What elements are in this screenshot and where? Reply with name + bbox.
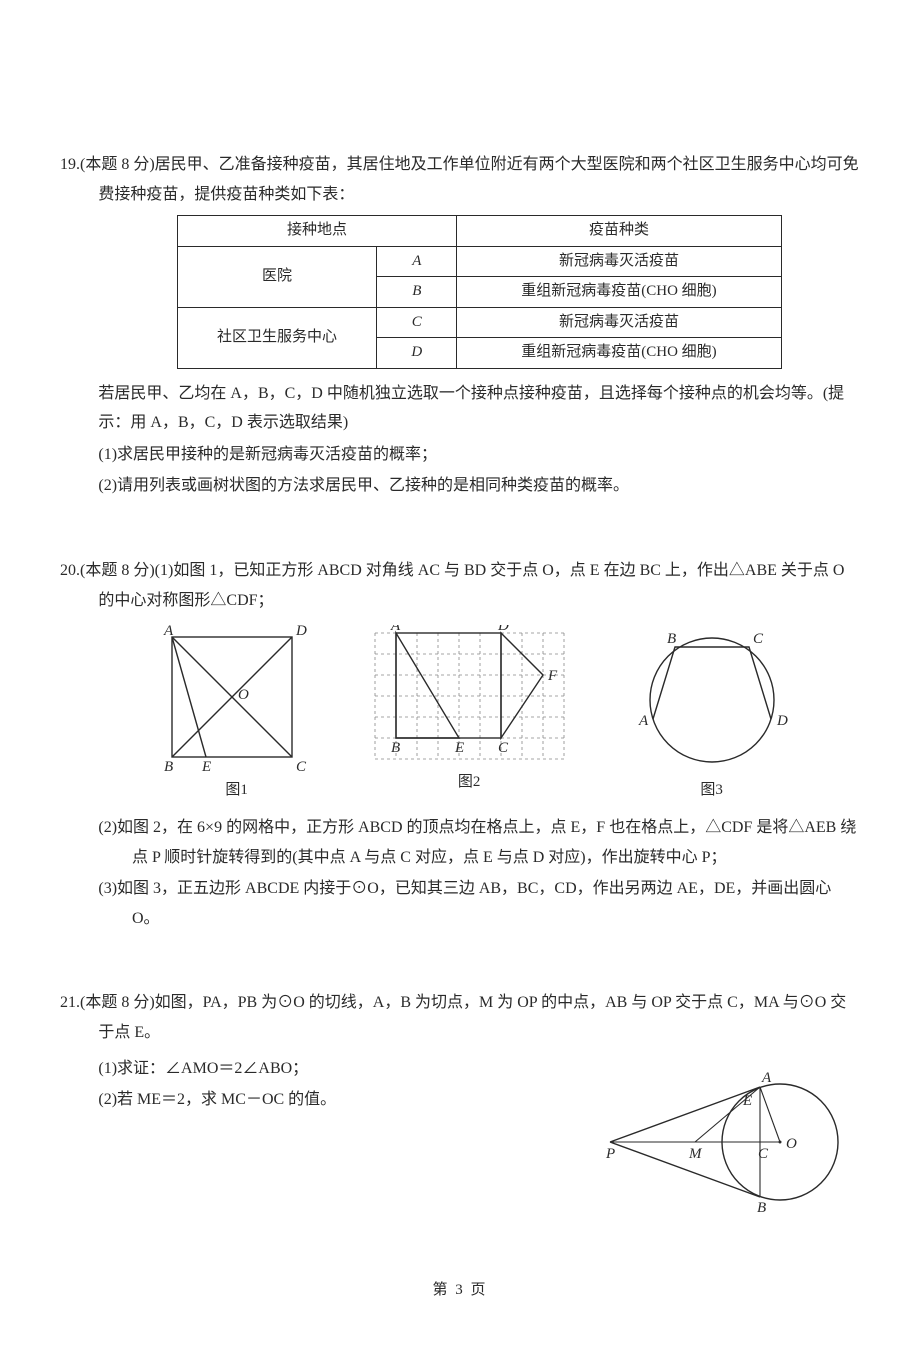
- q21-figure: P A B O M C E: [605, 1052, 860, 1222]
- question-19: 19.(本题 8 分)居民甲、乙准备接种疫苗，其居住地及工作单位附近有两个大型医…: [60, 150, 860, 501]
- figure-3-label: 图3: [627, 777, 797, 805]
- question-20: 20.(本题 8 分)(1)如图 1，已知正方形 ABCD 对角线 AC 与 B…: [60, 556, 860, 933]
- figure-2: A B C D E F 图2: [367, 625, 572, 805]
- svg-text:O: O: [238, 687, 249, 703]
- q21-textcol: (1)求证：∠AMO＝2∠ABO； (2)若 ME＝2，求 MC－OC 的值。: [98, 1052, 585, 1222]
- svg-text:B: B: [667, 631, 676, 647]
- vaccine-table: 接种地点 疫苗种类 医院 A 新冠病毒灭活疫苗 B 重组新冠病毒疫苗(CHO 细…: [177, 215, 782, 369]
- svg-text:C: C: [296, 759, 307, 775]
- cell-loc-2: 社区卫生服务中心: [177, 307, 377, 368]
- svg-text:P: P: [605, 1146, 615, 1162]
- cell-code-C: C: [377, 307, 457, 338]
- svg-text:F: F: [547, 668, 558, 684]
- q20-body: A B C D E O 图1 A B C: [60, 625, 860, 933]
- q19-points: (本题 8 分): [80, 156, 155, 173]
- cell-type-D: 重组新冠病毒疫苗(CHO 细胞): [457, 338, 781, 369]
- figure-2-svg: A B C D E F: [367, 625, 572, 767]
- q20-sub2: (2)如图 2，在 6×9 的网格中，正方形 ABCD 的顶点均在格点上，点 E…: [98, 813, 860, 872]
- svg-text:A: A: [761, 1070, 772, 1086]
- q20-number: 20.: [60, 562, 80, 579]
- figure-1-svg: A B C D E O: [162, 625, 312, 775]
- figure-3-svg: A B C D: [627, 625, 797, 775]
- page-footer: 第 3 页: [60, 1277, 860, 1305]
- figure-3: A B C D 图3: [627, 625, 797, 805]
- th-type: 疫苗种类: [457, 216, 781, 247]
- q20-sub3: (3)如图 3，正五边形 ABCDE 内接于⊙O，已知其三边 AB，BC，CD，…: [98, 874, 860, 933]
- question-21: 21.(本题 8 分)如图，PA，PB 为⊙O 的切线，A，B 为切点，M 为 …: [60, 988, 860, 1221]
- q21-sub1: (1)求证：∠AMO＝2∠ABO；: [98, 1054, 585, 1084]
- svg-text:A: A: [638, 713, 649, 729]
- svg-text:M: M: [688, 1146, 703, 1162]
- svg-text:A: A: [390, 625, 401, 634]
- q21-intro: 如图，PA，PB 为⊙O 的切线，A，B 为切点，M 为 OP 的中点，AB 与…: [98, 994, 846, 1041]
- svg-text:D: D: [776, 713, 788, 729]
- q19-aftertext: 若居民甲、乙均在 A，B，C，D 中随机独立选取一个接种点接种疫苗，且选择每个接…: [98, 379, 860, 438]
- figure-1: A B C D E O 图1: [162, 625, 312, 805]
- cell-code-B: B: [377, 277, 457, 308]
- svg-text:E: E: [742, 1093, 752, 1109]
- q19-number: 19.: [60, 156, 80, 173]
- q21-number: 21.: [60, 994, 80, 1011]
- q20-figures: A B C D E O 图1 A B C: [98, 625, 860, 805]
- q21-heading: 21.(本题 8 分)如图，PA，PB 为⊙O 的切线，A，B 为切点，M 为 …: [60, 988, 860, 1047]
- q19-sub1: (1)求居民甲接种的是新冠病毒灭活疫苗的概率；: [98, 440, 860, 470]
- cell-code-A: A: [377, 246, 457, 277]
- cell-type-C: 新冠病毒灭活疫苗: [457, 307, 781, 338]
- svg-text:O: O: [786, 1136, 797, 1152]
- th-location: 接种地点: [177, 216, 457, 247]
- svg-text:C: C: [753, 631, 764, 647]
- cell-code-D: D: [377, 338, 457, 369]
- q19-body: 接种地点 疫苗种类 医院 A 新冠病毒灭活疫苗 B 重组新冠病毒疫苗(CHO 细…: [60, 215, 860, 501]
- figure-2-label: 图2: [367, 769, 572, 797]
- q21-points: (本题 8 分): [80, 994, 155, 1011]
- svg-text:B: B: [391, 740, 400, 756]
- q19-intro: 居民甲、乙准备接种疫苗，其居住地及工作单位附近有两个大型医院和两个社区卫生服务中…: [98, 156, 858, 203]
- q19-sub2: (2)请用列表或画树状图的方法求居民甲、乙接种的是相同种类疫苗的概率。: [98, 471, 860, 501]
- cell-type-B: 重组新冠病毒疫苗(CHO 细胞): [457, 277, 781, 308]
- q20-points: (本题 8 分): [80, 562, 155, 579]
- q21-body: (1)求证：∠AMO＝2∠ABO； (2)若 ME＝2，求 MC－OC 的值。 …: [60, 1052, 860, 1222]
- figure-1-label: 图1: [162, 777, 312, 805]
- svg-text:D: D: [497, 625, 509, 634]
- q21-sub2: (2)若 ME＝2，求 MC－OC 的值。: [98, 1085, 585, 1115]
- q19-heading: 19.(本题 8 分)居民甲、乙准备接种疫苗，其居住地及工作单位附近有两个大型医…: [60, 150, 860, 209]
- cell-loc-1: 医院: [177, 246, 377, 307]
- svg-text:D: D: [295, 625, 307, 639]
- q20-sub1: (1)如图 1，已知正方形 ABCD 对角线 AC 与 BD 交于点 O，点 E…: [98, 562, 844, 609]
- svg-text:A: A: [163, 625, 174, 639]
- svg-text:C: C: [498, 740, 509, 756]
- svg-text:E: E: [454, 740, 464, 756]
- svg-text:C: C: [758, 1146, 769, 1162]
- svg-text:B: B: [164, 759, 173, 775]
- q20-heading: 20.(本题 8 分)(1)如图 1，已知正方形 ABCD 对角线 AC 与 B…: [60, 556, 860, 615]
- q21-svg: P A B O M C E: [605, 1062, 860, 1222]
- svg-text:E: E: [201, 759, 211, 775]
- cell-type-A: 新冠病毒灭活疫苗: [457, 246, 781, 277]
- svg-text:B: B: [757, 1200, 766, 1216]
